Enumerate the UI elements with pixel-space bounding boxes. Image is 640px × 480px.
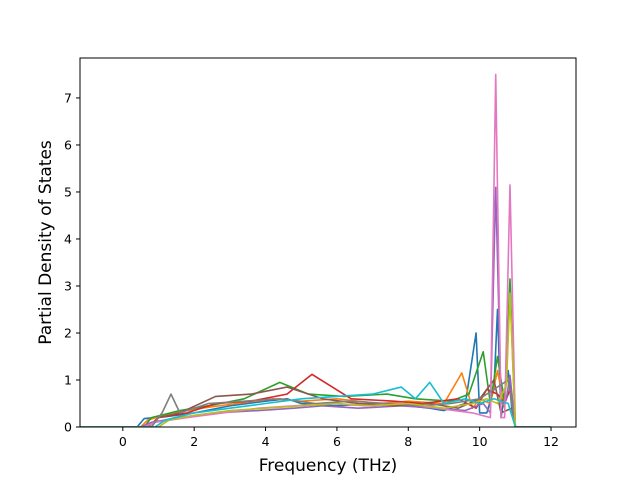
x-tick-label: 12 bbox=[543, 434, 559, 449]
x-tick-label: 10 bbox=[472, 434, 488, 449]
y-axis: 0 1 2 3 4 5 6 7 bbox=[64, 90, 80, 435]
y-tick-label: 6 bbox=[64, 137, 72, 152]
y-tick-label: 7 bbox=[64, 90, 72, 105]
axes-frame bbox=[79, 57, 577, 428]
x-axis-label: Frequency (THz) bbox=[259, 456, 398, 476]
y-tick-label: 2 bbox=[64, 325, 72, 340]
x-tick-label: 0 bbox=[119, 434, 127, 449]
series-layer bbox=[80, 73, 552, 427]
y-axis-label: Partial Density of States bbox=[36, 140, 56, 345]
series-line-9 bbox=[80, 292, 552, 427]
series-line-8 bbox=[80, 379, 552, 427]
y-tick-label: 4 bbox=[64, 231, 72, 246]
series-line-3 bbox=[80, 278, 552, 427]
x-tick-label: 2 bbox=[190, 434, 198, 449]
x-tick-label: 4 bbox=[262, 434, 270, 449]
x-tick-label: 6 bbox=[333, 434, 341, 449]
series-line-10 bbox=[80, 381, 552, 427]
y-tick-label: 1 bbox=[64, 372, 72, 387]
x-tick-label: 8 bbox=[404, 434, 412, 449]
y-tick-label: 0 bbox=[64, 420, 72, 435]
y-tick-label: 5 bbox=[64, 184, 72, 199]
y-tick-label: 3 bbox=[64, 278, 72, 293]
x-axis: 0 2 4 6 8 10 12 bbox=[119, 427, 559, 449]
